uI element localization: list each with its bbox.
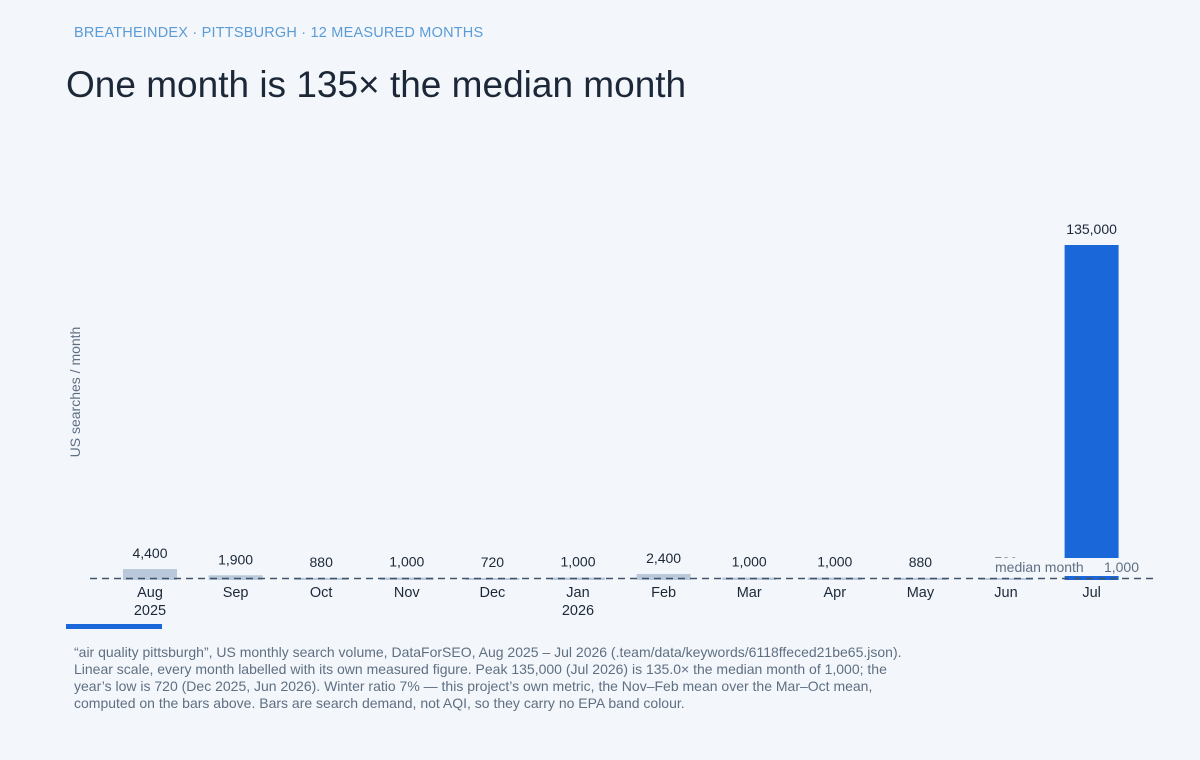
value-label-jul: 135,000 [1066, 221, 1117, 237]
value-label-mar: 1,000 [732, 554, 767, 570]
x-tick-label-jul: Jul [1082, 585, 1101, 601]
x-tick-label-jan: Jan [566, 585, 589, 601]
x-year-label-2026: 2026 [562, 603, 594, 619]
bar-chart: US searches / month 4,400 Aug 2025 1,900 Sep 8… [67, 221, 1155, 619]
value-label-sep: 1,900 [218, 551, 253, 567]
x-tick-label-aug: Aug [137, 585, 163, 601]
chart-title: One month is 135× the median month [66, 64, 687, 105]
x-tick-label-nov: Nov [394, 585, 421, 601]
median-label-backdrop [993, 558, 1146, 576]
x-tick-label-mar: Mar [737, 585, 762, 601]
value-label-nov: 1,000 [389, 554, 424, 570]
x-year-label-2025: 2025 [134, 603, 166, 619]
bar-feb [636, 574, 691, 580]
bar-aug [123, 569, 177, 580]
value-label-aug: 4,400 [132, 545, 167, 561]
x-tick-label-sep: Sep [223, 585, 249, 601]
value-label-dec: 720 [481, 554, 505, 570]
x-tick-label-dec: Dec [480, 585, 506, 601]
x-tick-label-apr: Apr [824, 585, 847, 601]
x-tick-label-may: May [907, 585, 935, 601]
median-label: median month [995, 559, 1084, 575]
x-tick-label-oct: Oct [310, 585, 333, 601]
value-label-oct: 880 [310, 554, 334, 570]
bar-sep [208, 575, 263, 580]
x-tick-label-feb: Feb [651, 585, 676, 601]
bar-jan [551, 577, 605, 580]
y-axis-label: US searches / month [67, 327, 83, 458]
x-tick-label-jun: Jun [994, 585, 1017, 601]
accent-rule [66, 624, 162, 629]
median-value-label: 1,000 [1104, 559, 1139, 575]
value-label-jan: 1,000 [560, 554, 595, 570]
value-label-may: 880 [909, 554, 933, 570]
bar-jul [1064, 245, 1119, 580]
chart-kicker: BREATHEINDEX · PITTSBURGH · 12 MEASURED … [74, 25, 484, 41]
value-label-feb: 2,400 [646, 550, 681, 566]
bar-mar [722, 577, 777, 580]
chart-caption: “air quality pittsburgh”, US monthly sea… [74, 644, 902, 711]
value-label-apr: 1,000 [817, 554, 852, 570]
